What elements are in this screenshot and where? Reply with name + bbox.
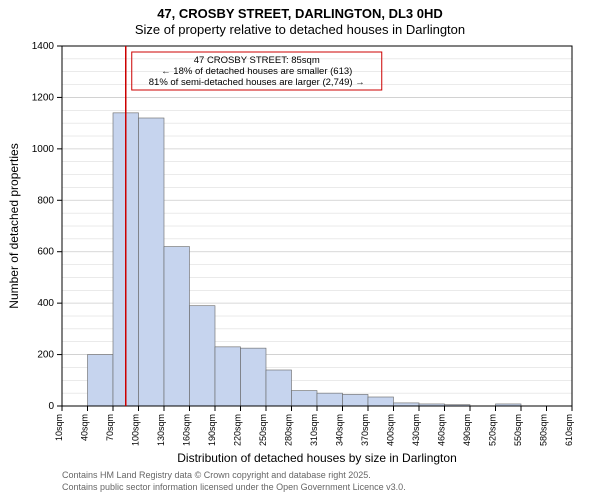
- annotation-line-1: 47 CROSBY STREET: 85sqm: [194, 55, 320, 66]
- x-tick-label: 100sqm: [131, 414, 141, 446]
- x-tick-label: 280sqm: [284, 414, 294, 446]
- x-tick-label: 430sqm: [411, 414, 421, 446]
- x-tick-label: 520sqm: [488, 414, 498, 446]
- y-tick-label: 1400: [32, 41, 55, 52]
- y-tick-label: 600: [37, 247, 54, 258]
- title-line-2: Size of property relative to detached ho…: [135, 22, 465, 37]
- footer-line-1: Contains HM Land Registry data © Crown c…: [62, 470, 371, 480]
- histogram-bar: [343, 394, 369, 406]
- histogram-bar: [88, 355, 114, 406]
- x-tick-label: 460sqm: [437, 414, 447, 446]
- x-tick-label: 250sqm: [258, 414, 268, 446]
- y-tick-label: 400: [37, 298, 54, 309]
- footer-line-2: Contains public sector information licen…: [62, 482, 406, 492]
- x-tick-label: 610sqm: [564, 414, 574, 446]
- annotation-line-3: 81% of semi-detached houses are larger (…: [149, 77, 365, 88]
- y-tick-label: 0: [48, 401, 54, 412]
- annotation-line-2: ← 18% of detached houses are smaller (61…: [161, 66, 352, 77]
- histogram-bar: [164, 247, 190, 406]
- x-tick-label: 130sqm: [156, 414, 166, 446]
- y-tick-label: 1200: [32, 92, 55, 103]
- x-tick-label: 70sqm: [105, 414, 115, 441]
- y-tick-label: 800: [37, 195, 54, 206]
- histogram-bar: [241, 348, 267, 406]
- x-tick-label: 550sqm: [513, 414, 523, 446]
- x-tick-label: 340sqm: [335, 414, 345, 446]
- x-tick-label: 400sqm: [386, 414, 396, 446]
- x-tick-label: 580sqm: [539, 414, 549, 446]
- title-line-1: 47, CROSBY STREET, DARLINGTON, DL3 0HD: [157, 6, 443, 21]
- y-tick-label: 200: [37, 350, 54, 361]
- x-tick-label: 490sqm: [462, 414, 472, 446]
- x-tick-label: 370sqm: [360, 414, 370, 446]
- histogram-bar: [317, 393, 343, 406]
- x-tick-label: 160sqm: [182, 414, 192, 446]
- x-tick-label: 10sqm: [54, 414, 64, 441]
- x-tick-label: 40sqm: [80, 414, 90, 441]
- x-axis-label: Distribution of detached houses by size …: [177, 451, 457, 465]
- histogram-bar: [266, 370, 292, 406]
- histogram-bar: [368, 397, 394, 406]
- x-tick-label: 310sqm: [309, 414, 319, 446]
- histogram-bar: [215, 347, 241, 406]
- histogram-bar: [190, 306, 216, 406]
- histogram-bar: [139, 118, 165, 406]
- x-tick-label: 190sqm: [207, 414, 217, 446]
- y-tick-label: 1000: [32, 144, 55, 155]
- y-axis-label: Number of detached properties: [7, 143, 21, 308]
- histogram-bar: [292, 391, 318, 406]
- x-tick-label: 220sqm: [233, 414, 243, 446]
